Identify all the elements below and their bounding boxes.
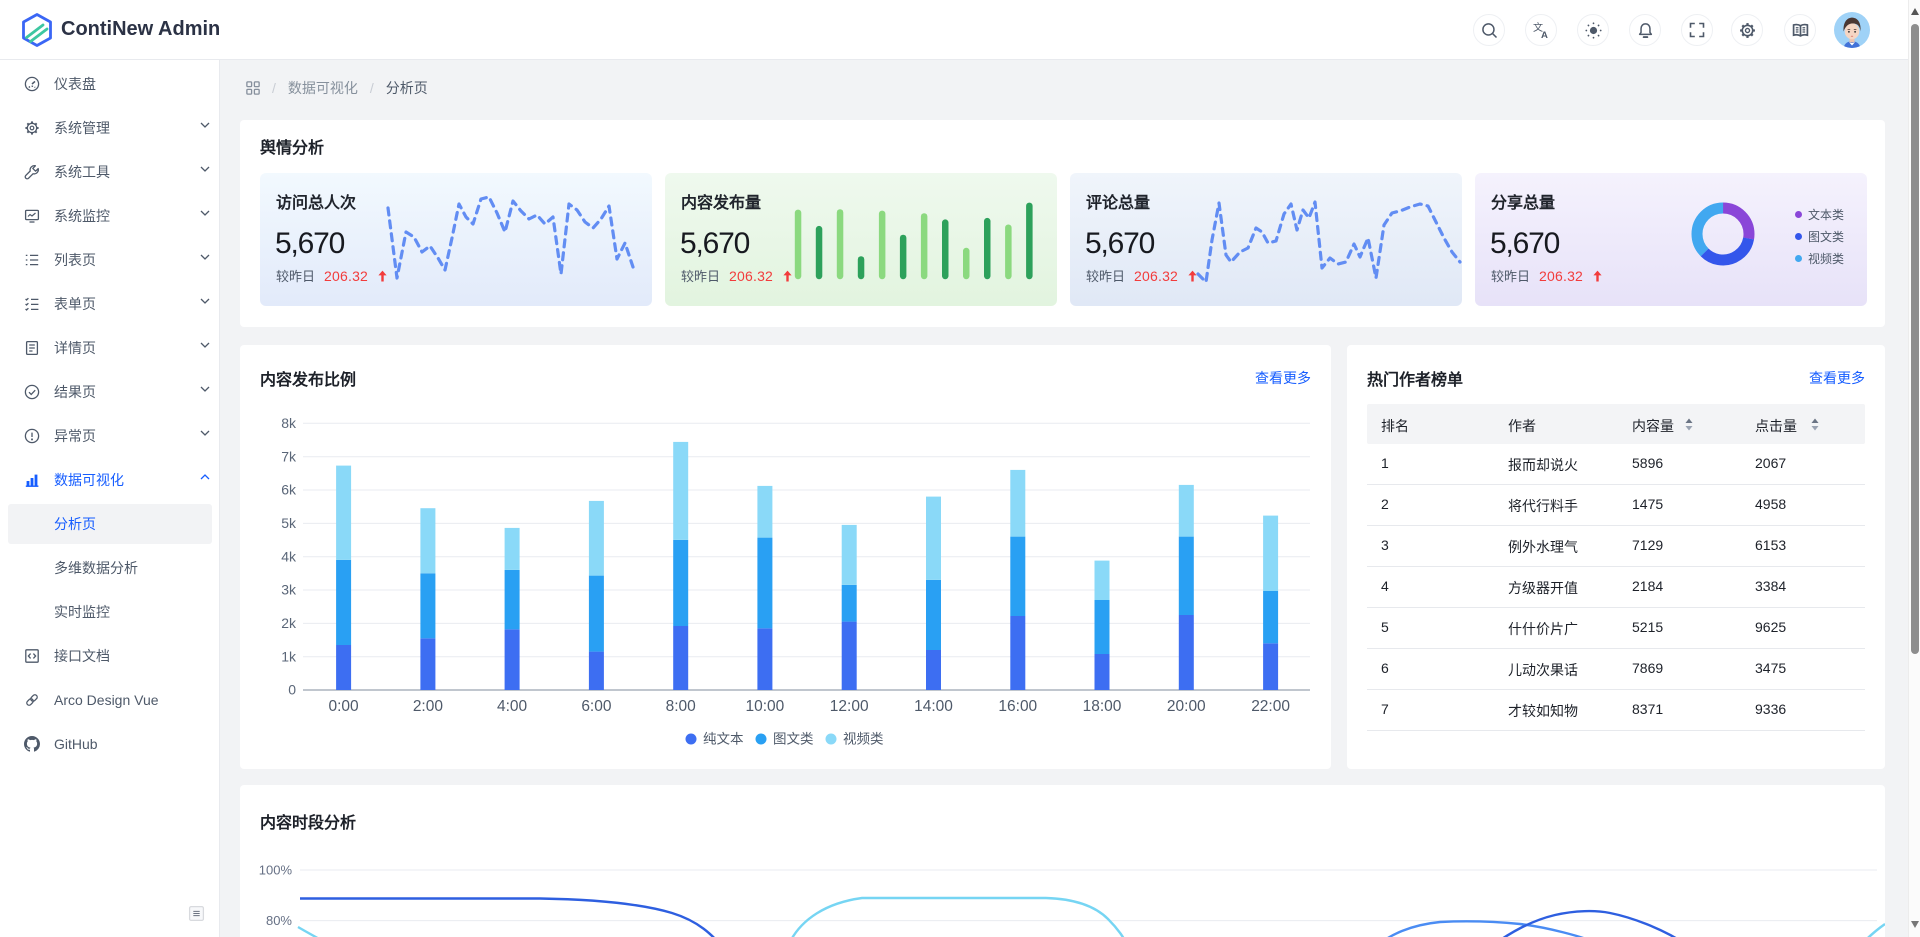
svg-text:18:00: 18:00 <box>1083 698 1122 715</box>
svg-text:0:00: 0:00 <box>329 698 360 715</box>
svg-text:A: A <box>1540 29 1547 38</box>
svg-text:4k: 4k <box>281 548 297 564</box>
svg-text:视频类: 视频类 <box>843 732 884 747</box>
svg-text:2:00: 2:00 <box>413 698 444 715</box>
svg-text:3k: 3k <box>281 582 297 598</box>
svg-text:0: 0 <box>288 682 296 698</box>
svg-text:7k: 7k <box>281 448 297 464</box>
svg-text:14:00: 14:00 <box>914 698 953 715</box>
svg-text:5k: 5k <box>281 515 297 531</box>
svg-text:图文类: 图文类 <box>773 732 814 747</box>
svg-text:6:00: 6:00 <box>581 698 612 715</box>
svg-text:8:00: 8:00 <box>666 698 697 715</box>
svg-text:100%: 100% <box>259 863 293 878</box>
svg-text:8k: 8k <box>281 415 297 431</box>
svg-text:22:00: 22:00 <box>1251 698 1290 715</box>
svg-text:2k: 2k <box>281 615 297 631</box>
svg-text:1k: 1k <box>281 648 297 664</box>
svg-text:12:00: 12:00 <box>830 698 869 715</box>
svg-text:6k: 6k <box>281 482 297 498</box>
svg-text:4:00: 4:00 <box>497 698 528 715</box>
svg-text:10:00: 10:00 <box>746 698 785 715</box>
svg-text:80%: 80% <box>266 913 292 928</box>
svg-text:20:00: 20:00 <box>1167 698 1206 715</box>
svg-text:文: 文 <box>1533 22 1543 34</box>
svg-text:16:00: 16:00 <box>998 698 1037 715</box>
svg-text:纯文本: 纯文本 <box>703 732 744 747</box>
